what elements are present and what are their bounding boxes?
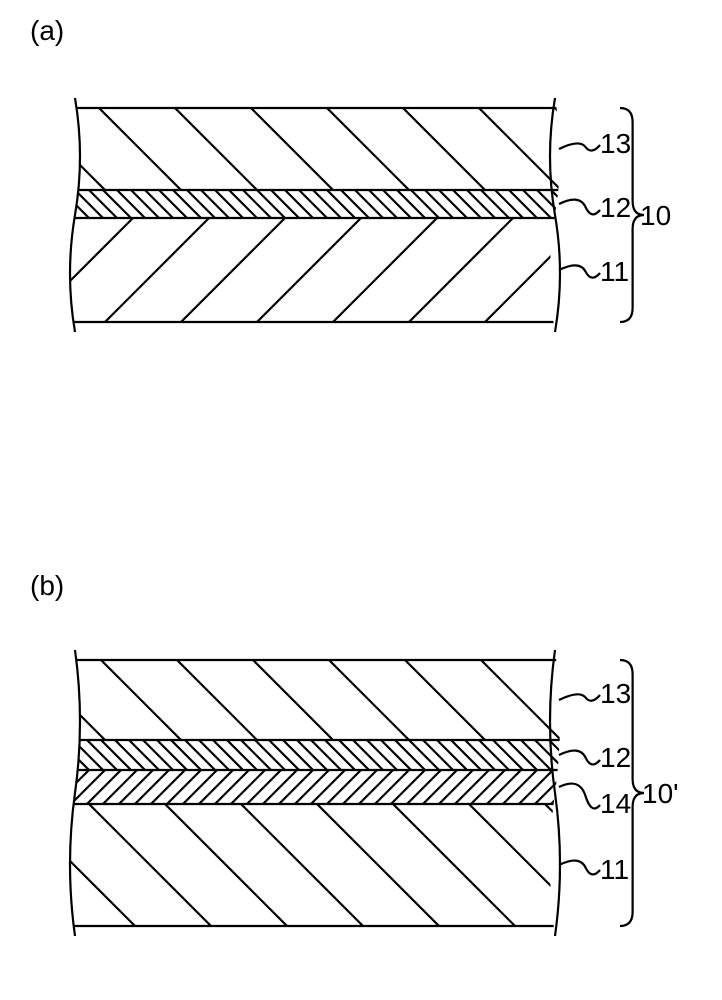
layer-label-12: 12 bbox=[600, 192, 631, 224]
layer-label-13: 13 bbox=[600, 128, 631, 160]
diagram-page: (a) (b) 131211101312141110' bbox=[0, 0, 722, 1000]
group-label-b: 10' bbox=[642, 778, 679, 810]
group-label-a: 10 bbox=[640, 200, 671, 232]
layer-label-13: 13 bbox=[600, 678, 631, 710]
layer-label-11: 11 bbox=[600, 256, 629, 288]
layer-label-11: 11 bbox=[600, 854, 629, 886]
layer-label-12: 12 bbox=[600, 742, 631, 774]
layer-label-14: 14 bbox=[600, 788, 631, 820]
